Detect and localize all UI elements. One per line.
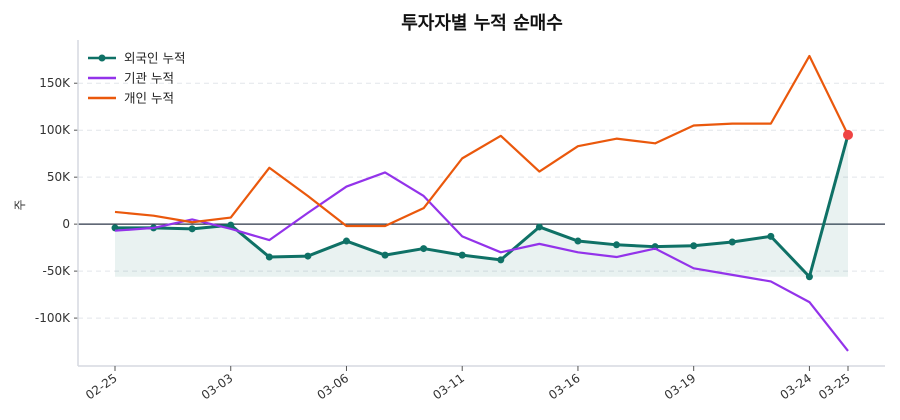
data-point (728, 238, 736, 246)
y-tick-label: -100K (35, 311, 71, 325)
data-point (574, 237, 582, 245)
x-tick-label: 03-25 (816, 371, 853, 402)
y-tick-label: 150K (39, 76, 71, 90)
y-tick-label: 50K (47, 170, 71, 184)
x-tick-label: 03-24 (778, 371, 815, 402)
data-point (805, 273, 813, 281)
x-tick-label: 03-19 (662, 371, 699, 402)
data-point (767, 232, 775, 240)
y-axis-label: 주 (13, 199, 27, 210)
data-point (265, 253, 273, 261)
data-point (497, 256, 505, 264)
x-tick-label: 02-25 (83, 371, 120, 402)
legend-marker (98, 54, 106, 62)
area-fill (115, 134, 848, 277)
series-line (114, 54, 849, 228)
x-tick-label: 03-03 (199, 371, 236, 402)
data-point (535, 223, 543, 231)
data-point (381, 251, 389, 259)
y-tick-label: 100K (39, 123, 71, 137)
y-tick-label: -50K (43, 264, 72, 278)
legend-label: 기관 누적 (124, 71, 174, 86)
series-line (114, 171, 849, 352)
data-point (613, 241, 621, 249)
highlight-point (843, 129, 853, 140)
x-tick-label: 03-16 (546, 371, 583, 402)
x-tick-label: 03-11 (430, 371, 467, 402)
data-point (690, 242, 698, 250)
chart-title: 투자자별 누적 순매수 (401, 13, 563, 34)
y-tick-label: 0 (62, 217, 70, 231)
legend-label: 외국인 누적 (124, 51, 185, 66)
data-point (227, 221, 235, 229)
data-point (342, 237, 350, 245)
data-point (188, 225, 196, 233)
x-tick-label: 03-06 (315, 371, 352, 402)
data-point (458, 251, 466, 259)
legend-label: 개인 누적 (124, 91, 174, 106)
data-point (420, 245, 428, 253)
data-point (304, 252, 312, 260)
